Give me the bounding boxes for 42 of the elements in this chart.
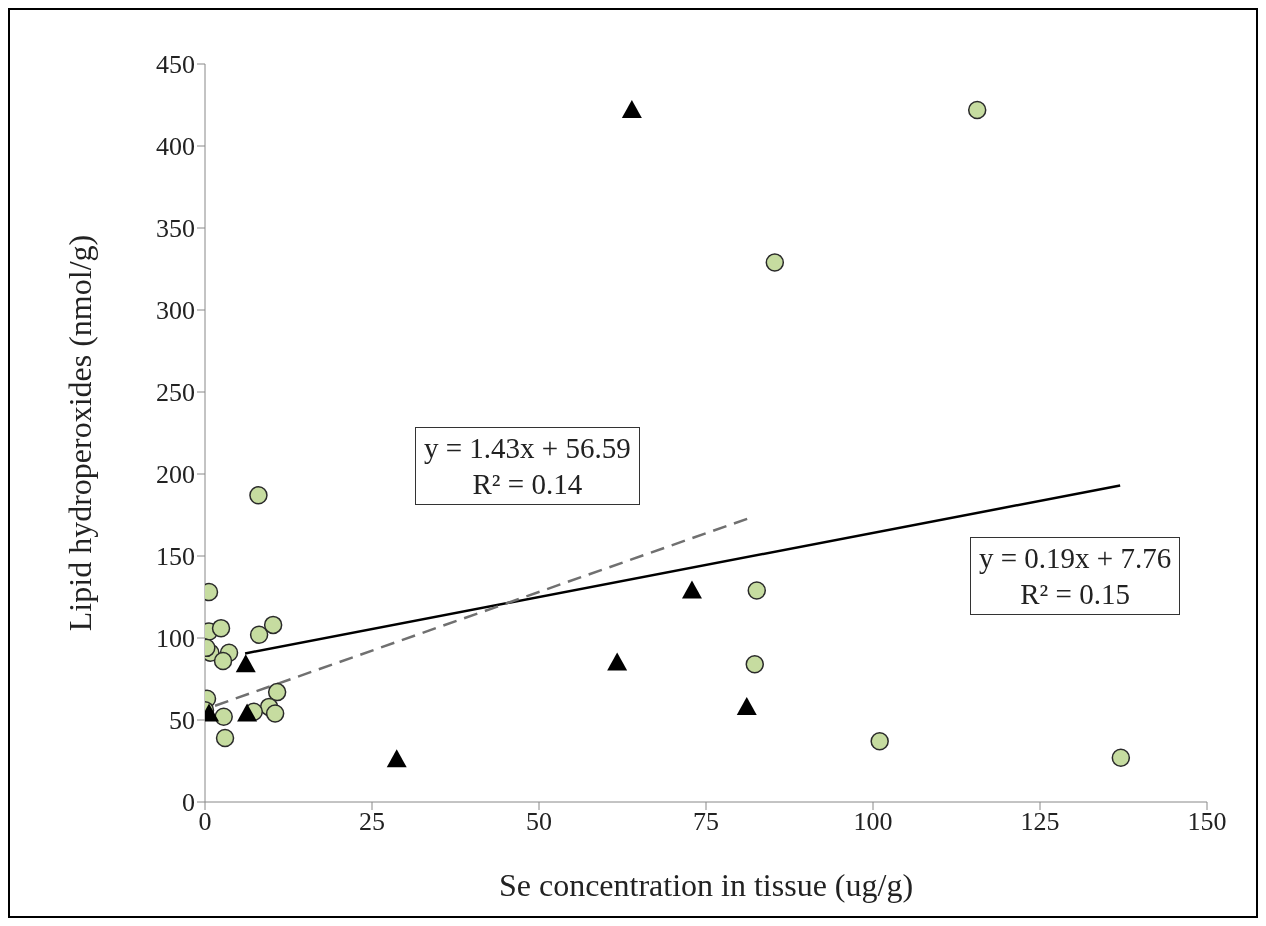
point (215, 728, 235, 748)
y-tick-label: 450 (156, 50, 195, 80)
y-tick-label: 150 (156, 542, 195, 572)
point (870, 732, 889, 751)
annotation: y = 1.43x + 56.59 R² = 0.14 (415, 427, 640, 505)
point (267, 682, 287, 702)
y-tick-label: 0 (182, 788, 195, 818)
point (736, 696, 757, 715)
annotation: y = 0.19x + 7.76 R² = 0.15 (970, 537, 1181, 615)
y-tick-label: 100 (156, 624, 195, 654)
point (681, 580, 702, 599)
point (265, 704, 285, 723)
x-tick-label: 100 (853, 807, 893, 837)
y-tick-label: 350 (156, 214, 195, 244)
x-tick-label: 50 (526, 807, 552, 837)
point (745, 654, 765, 674)
point (249, 625, 269, 644)
point (765, 253, 785, 272)
point (621, 99, 642, 118)
point (235, 654, 256, 673)
y-tick-label: 50 (169, 706, 195, 736)
point (237, 703, 258, 722)
point (967, 100, 987, 120)
point (607, 652, 628, 671)
y-axis-title: Lipid hydroperoxides (nmol/g) (62, 234, 99, 632)
point (1111, 748, 1131, 767)
point (214, 707, 233, 726)
point (211, 618, 231, 638)
point (249, 486, 268, 505)
point (747, 581, 767, 600)
point (263, 615, 283, 635)
y-tick-label: 250 (156, 378, 195, 408)
y-tick-label: 400 (156, 132, 195, 162)
point (386, 749, 407, 768)
y-tick-label: 300 (156, 296, 195, 326)
x-axis-title: Se concentration in tissue (ug/g) (498, 867, 914, 903)
point (213, 651, 233, 671)
x-tick-label: 25 (359, 807, 385, 837)
x-tick-label: 125 (1020, 807, 1060, 837)
x-tick-label: 150 (1187, 807, 1227, 837)
y-tick-label: 200 (156, 460, 195, 490)
x-tick-label: 75 (693, 807, 719, 837)
